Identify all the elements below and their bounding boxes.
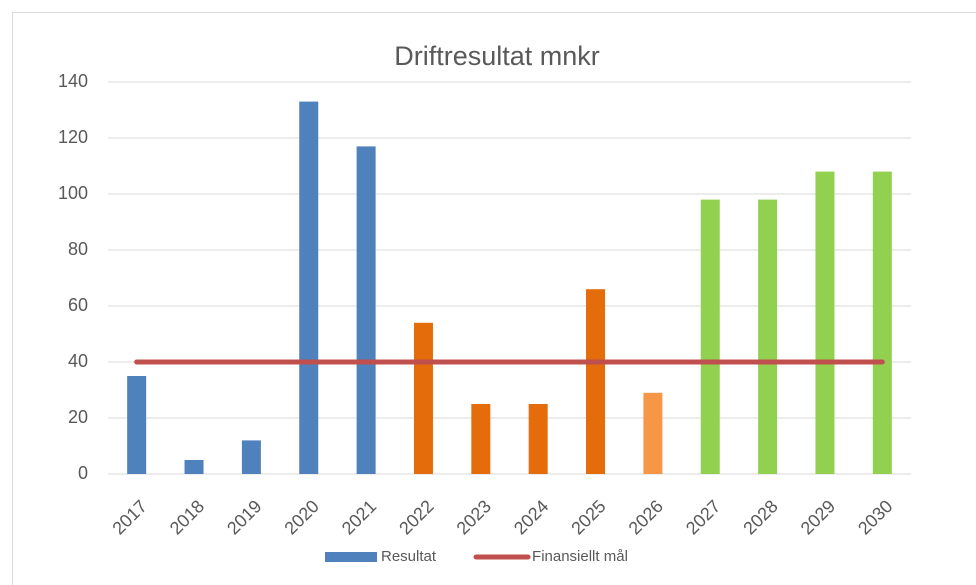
chart-title: Driftresultat mnkr: [394, 41, 600, 71]
y-tick-label: 60: [68, 295, 88, 315]
y-tick-label: 40: [68, 351, 88, 371]
bar: [471, 404, 491, 474]
bar: [127, 376, 147, 474]
bar: [643, 392, 663, 474]
bar: [356, 146, 376, 474]
bar: [700, 199, 720, 474]
legend-label: Resultat: [381, 548, 437, 565]
y-tick-label: 120: [58, 127, 88, 147]
legend-label: Finansiellt mål: [532, 548, 628, 565]
bar: [241, 440, 261, 474]
legend-swatch: [325, 552, 377, 562]
y-tick-label: 0: [78, 463, 88, 483]
y-tick-label: 20: [68, 407, 88, 427]
bar: [413, 322, 433, 474]
bar: [299, 101, 319, 474]
chart-frame: [12, 12, 976, 585]
bar: [815, 171, 835, 474]
bar: [872, 171, 892, 474]
bar: [184, 460, 204, 474]
bar: [528, 404, 548, 474]
y-tick-label: 100: [58, 183, 88, 203]
bar: [586, 289, 606, 474]
bar: [758, 199, 778, 474]
y-tick-label: 140: [58, 71, 88, 91]
y-tick-label: 80: [68, 239, 88, 259]
